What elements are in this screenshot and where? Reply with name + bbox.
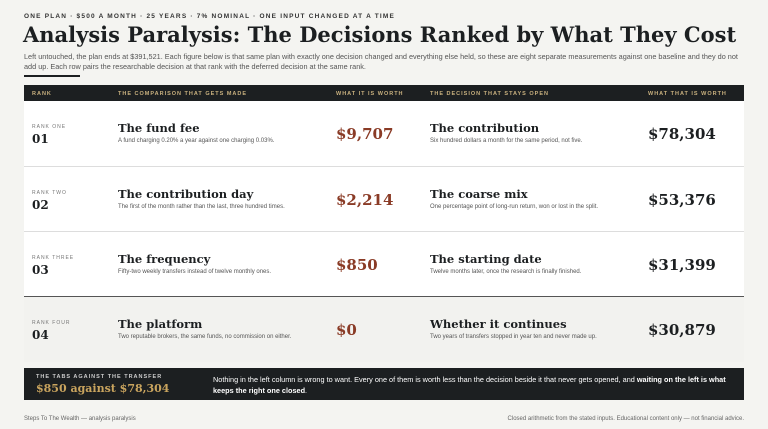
column-header: RANK <box>32 91 52 97</box>
summary-headline: $850 against $78,304 <box>36 382 170 395</box>
decision-worth: $78,304 <box>648 125 716 143</box>
comparison-note: Fifty-two weekly transfers instead of tw… <box>118 269 272 275</box>
table-row: RANK THREE 03 The frequency Fifty-two weekl… <box>24 231 744 296</box>
comparison-note: A fund charging 0.20% a year against one… <box>118 138 275 144</box>
rank-label: RANK FOUR <box>32 320 71 326</box>
table: RANK THE COMPARISON THAT GETS MADE WHAT IT… <box>24 85 744 362</box>
decision-worth: $30,879 <box>648 321 716 339</box>
decision: The coarse mix <box>430 187 528 201</box>
decision-note: Six hundred dollars a month for the same… <box>430 138 583 144</box>
rank-number: 01 <box>32 132 49 146</box>
comparison-worth: $0 <box>336 321 357 339</box>
rule <box>24 75 80 77</box>
decision: Whether it continues <box>430 317 567 331</box>
comparison: The frequency <box>118 252 211 266</box>
title: Analysis Paralysis: The Decisions Ranked… <box>23 22 737 47</box>
comparison-worth: $2,214 <box>336 191 394 209</box>
footer-left: Steps To The Wealth — analysis paralysis <box>24 416 136 422</box>
comparison-note: The first of the month rather than the l… <box>118 204 285 210</box>
column-header: WHAT THAT IS WORTH <box>648 91 727 97</box>
kicker: ONE PLAN · $500 A MONTH · 25 YEARS · 7% … <box>24 13 396 20</box>
table-header: RANK THE COMPARISON THAT GETS MADE WHAT IT… <box>24 85 744 101</box>
summary-body: Nothing in the left column is wrong to w… <box>213 375 637 384</box>
rank-number: 02 <box>32 198 49 212</box>
table-row: RANK TWO 02 The contribution day The first … <box>24 166 744 231</box>
comparison-worth: $850 <box>336 256 378 274</box>
rank-label: RANK TWO <box>32 190 67 196</box>
intro: Left untouched, the plan ends at $391,52… <box>24 52 738 71</box>
rank-label: RANK ONE <box>32 124 67 130</box>
decision-worth: $53,376 <box>648 191 716 209</box>
comparison: The platform <box>118 317 203 331</box>
summary-box: THE TABS AGAINST THE TRANSFER $850 again… <box>24 368 744 400</box>
column-header: THE DECISION THAT STAYS OPEN <box>430 91 549 97</box>
summary-text: Nothing in the left column is wrong to w… <box>213 374 738 396</box>
decision-note: Two years of transfers stopped in year t… <box>430 334 597 340</box>
comparison: The fund fee <box>118 121 200 135</box>
rank-number: 03 <box>32 263 49 277</box>
comparison: The contribution day <box>118 187 254 201</box>
decision: The contribution <box>430 121 540 135</box>
column-header: THE COMPARISON THAT GETS MADE <box>118 91 248 97</box>
summary-end: . <box>305 386 308 395</box>
column-header: WHAT IT IS WORTH <box>336 91 404 97</box>
decision-note: Twelve months later, once the research i… <box>430 269 582 275</box>
comparison-worth: $9,707 <box>336 125 394 143</box>
comparison-note: Two reputable brokers, the same funds, n… <box>118 334 292 340</box>
footer-right: Closed arithmetic from the stated inputs… <box>507 416 744 422</box>
decision-note: One percentage point of long-run return,… <box>430 204 599 210</box>
summary-emphasis: waiting on the left is what keeps the ri… <box>213 375 726 395</box>
table-row: RANK ONE 01 The fund fee A fund charging 0.… <box>24 101 744 166</box>
summary-label: THE TABS AGAINST THE TRANSFER <box>36 374 163 380</box>
rank-number: 04 <box>32 328 49 342</box>
decision-worth: $31,399 <box>648 256 716 274</box>
decision: The starting date <box>430 252 542 266</box>
rank-label: RANK THREE <box>32 255 75 261</box>
table-row: RANK FOUR 04 The platform Two reputable bro… <box>24 296 744 362</box>
